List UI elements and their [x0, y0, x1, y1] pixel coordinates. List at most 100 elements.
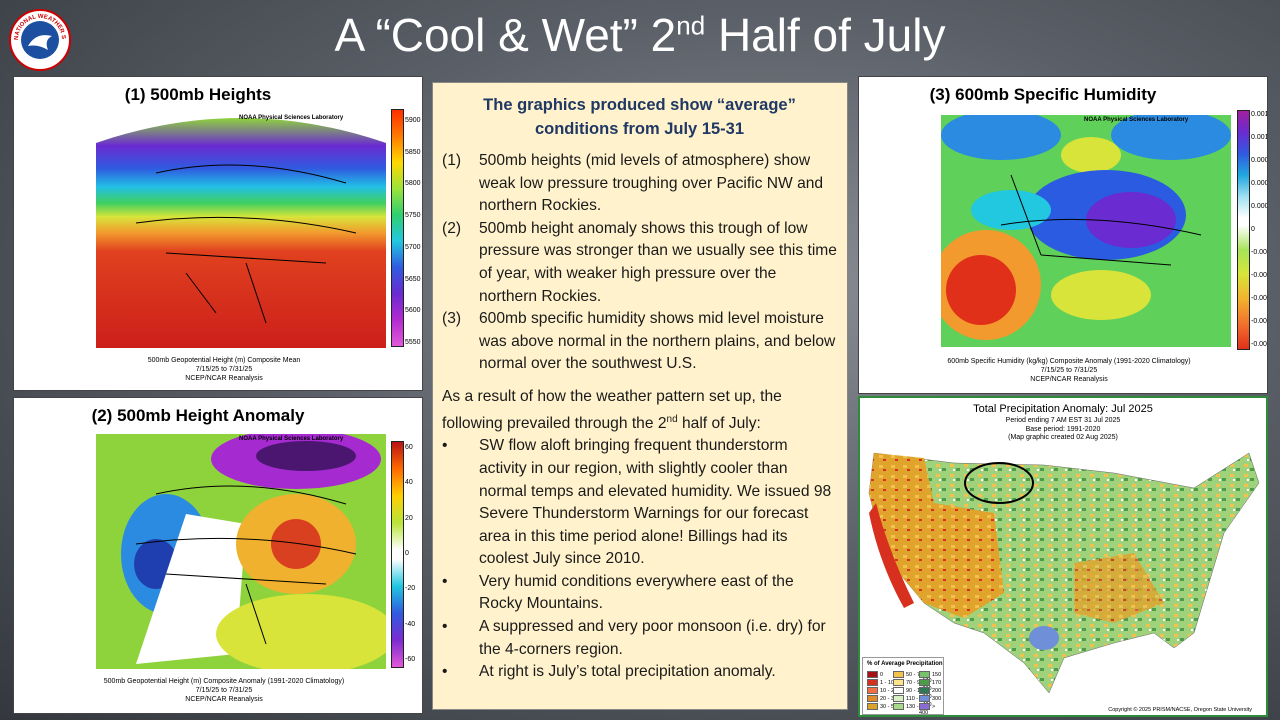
- text: Base period: 1991-2020: [1025, 425, 1101, 433]
- text: nd: [676, 10, 706, 41]
- legend-swatch: [919, 695, 930, 702]
- text: As a result of how the weather pattern s…: [442, 387, 782, 432]
- legend-item: 70 - 90: [893, 679, 923, 686]
- colorbar-label: 0: [1251, 226, 1255, 233]
- colorbar-label: -0.0015: [1251, 341, 1267, 348]
- legend-item: 50 - 70: [893, 671, 923, 678]
- panel-500mb-anomaly: (2) 500mb Height Anomaly NOAA Physical S…: [13, 397, 423, 714]
- panel-specific-humidity: (3) 600mb Specific Humidity NOAA Physica…: [858, 76, 1268, 394]
- text: half of July:: [677, 414, 761, 432]
- legend-label: 1 - 10: [880, 679, 895, 686]
- slide-title: A “Cool & Wet” 2nd Half of July: [0, 8, 1280, 62]
- numbered-list: (1) 500mb heights (mid levels of atmosphe…: [442, 150, 837, 376]
- panel-title: (2) 500mb Height Anomaly: [91, 406, 305, 425]
- map: [96, 434, 386, 669]
- colorbar-label: 5900: [405, 117, 421, 124]
- bullet-text: SW flow aloft bringing frequent thunders…: [479, 437, 832, 568]
- item-text: 500mb height anomaly shows this trough o…: [479, 219, 837, 305]
- legend-label: 30 - 50: [880, 703, 898, 710]
- legend-item: 0: [867, 671, 883, 678]
- legend-item: 130 - 150: [893, 703, 929, 710]
- bullet-marker: •: [442, 618, 448, 636]
- caption: 500mb Geopotential Height (m) Composite …: [74, 677, 374, 704]
- legend-label: 0: [880, 671, 884, 678]
- text: 500mb Geopotential Height (m) Composite …: [147, 357, 301, 364]
- text: 7/15/25 to 7/31/25: [195, 366, 253, 373]
- bullet-item: • At right is July’s total precipitation …: [442, 661, 837, 684]
- item-marker: (3): [442, 310, 462, 328]
- credit: NOAA Physical Sciences Laboratory: [239, 115, 344, 121]
- text: Period ending 7 AM EST 31 Jul 2025: [1005, 417, 1121, 424]
- bullet-item: • SW flow aloft bringing frequent thunder…: [442, 435, 837, 571]
- colorbar-label: 5600: [405, 307, 421, 315]
- colorbar-label: 0.0015: [1251, 111, 1267, 118]
- text-box: The graphics produced show “average” con…: [432, 82, 848, 710]
- text: 500mb Geopotential Height (m) Composite …: [103, 678, 345, 685]
- colorbar-label: 0.0006: [1251, 180, 1267, 187]
- legend-swatch: [893, 671, 904, 678]
- map: [868, 452, 1260, 694]
- colorbar-label: 5800: [405, 180, 421, 188]
- text-heading: The graphics produced show “average” con…: [483, 96, 796, 138]
- numbered-item: (2) 500mb height anomaly shows this troug…: [442, 218, 837, 308]
- legend-label: 20 - 30: [880, 695, 898, 702]
- bullet-item: • Very humid conditions everywhere east o…: [442, 571, 837, 616]
- legend-swatch: [919, 687, 930, 694]
- legend-swatch: [893, 679, 904, 686]
- bullet-item: • A suppressed and very poor monsoon (i.e…: [442, 616, 837, 661]
- map: [96, 118, 386, 348]
- legend-item: 30 - 50: [867, 703, 897, 710]
- item-text: 500mb heights (mid levels of atmosphere)…: [479, 152, 824, 215]
- text: (Map graphic created 02 Aug 2025): [1008, 434, 1118, 441]
- colorbar: [1237, 110, 1250, 350]
- precip-subtitle: Period ending 7 AM EST 31 Jul 2025 Base p…: [860, 417, 1266, 443]
- colorbar-label: 5650: [405, 275, 421, 283]
- colorbar-label: 0: [405, 550, 409, 557]
- text: NCEP/NCAR Reanalysis: [185, 696, 263, 703]
- nws-logo: NATIONAL WEATHER SERVICE: [8, 8, 71, 71]
- text: Half of July: [705, 9, 946, 61]
- colorbar-label: 40: [405, 479, 413, 487]
- colorbar-label: -0.0009: [1251, 295, 1267, 302]
- bullet-marker: •: [442, 437, 448, 455]
- text: NCEP/NCAR Reanalysis: [1030, 376, 1108, 383]
- caption: 500mb Geopotential Height (m) Composite …: [74, 356, 374, 383]
- legend-swatch: [867, 671, 878, 678]
- colorbar-label: 5700: [405, 243, 421, 251]
- legend-item: > 400: [919, 703, 943, 715]
- intro: As a result of how the weather pattern s…: [442, 386, 837, 435]
- legend-swatch: [919, 671, 930, 678]
- credit: NOAA Physical Sciences Laboratory: [239, 436, 344, 442]
- colorbar: [391, 109, 404, 347]
- item-marker: (2): [442, 219, 462, 237]
- caption: 600mb Specific Humidity (kg/kg) Composit…: [909, 357, 1229, 384]
- text: 7/15/25 to 7/31/25: [195, 687, 253, 694]
- colorbar-label: 0.0009: [1251, 157, 1267, 164]
- legend-swatch: [893, 695, 904, 702]
- bullet-list: • SW flow aloft bringing frequent thunder…: [442, 435, 837, 684]
- colorbar: [391, 441, 404, 668]
- legend-swatch: [867, 695, 878, 702]
- bullet-marker: •: [442, 663, 448, 681]
- colorbar-label: 0.0003: [1251, 203, 1267, 210]
- bullet-text: At right is July’s total precipitation a…: [479, 663, 776, 681]
- legend-swatch: [867, 703, 878, 710]
- panel-title: (3) 600mb Specific Humidity: [929, 85, 1157, 104]
- legend-label: 70 - 90: [906, 679, 924, 686]
- colorbar-label: 0.0012: [1251, 134, 1267, 141]
- legend-swatch: [867, 679, 878, 686]
- legend-item: 1 - 10: [867, 679, 894, 686]
- colorbar-label: 5850: [405, 148, 421, 156]
- legend-label: 130 - 150: [906, 703, 930, 710]
- legend-label: 50 - 70: [906, 671, 924, 678]
- bullet-text: A suppressed and very poor monsoon (i.e.…: [479, 618, 826, 658]
- colorbar-label: -0.0003: [1251, 249, 1267, 256]
- legend-label: 10 - 20: [880, 687, 898, 694]
- legend-swatch: [919, 679, 930, 686]
- legend-item: 90 - 110: [893, 687, 926, 694]
- colorbar-label: -40: [405, 620, 416, 628]
- colorbar-label: -0.0006: [1251, 272, 1267, 279]
- colorbar-label: -20: [405, 585, 416, 593]
